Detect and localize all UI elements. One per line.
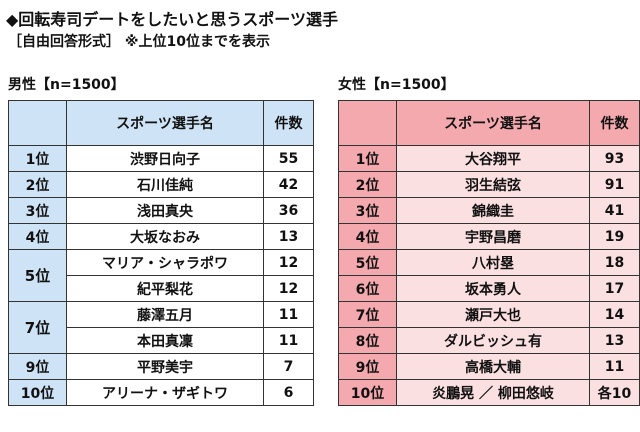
count-cell: 13: [263, 223, 314, 250]
rank-cell: 10位: [8, 379, 67, 406]
rank-cell: 4位: [338, 223, 397, 250]
count-cell: 各10: [589, 379, 640, 406]
rank-cell: 6位: [338, 275, 397, 302]
count-cell: 12: [263, 249, 314, 276]
player-name-cell: 瀬戸大也: [396, 301, 590, 328]
player-name-cell: 平野美宇: [66, 353, 264, 380]
table-header-row: スポーツ選手名 件数: [8, 100, 314, 146]
player-name-cell: 石川佳純: [66, 171, 264, 198]
table-row: 1位 渋野日向子 55: [8, 145, 314, 172]
rank-cell: 2位: [338, 171, 397, 198]
count-cell: 18: [589, 249, 640, 276]
table-row: 7位 瀬戸大也 14: [338, 301, 640, 328]
rank-cell: 3位: [338, 197, 397, 224]
player-name-cell: 藤澤五月: [66, 301, 264, 328]
player-name-cell: 高橋大輔: [396, 353, 590, 380]
rank-cell: 5位: [8, 249, 67, 302]
rank-cell: 5位: [338, 249, 397, 276]
player-name-cell: 本田真凜: [66, 327, 264, 354]
table-row: 7位 藤澤五月 11: [8, 301, 314, 354]
rank-cell: 2位: [8, 171, 67, 198]
table-row: 4位 大坂なおみ 13: [8, 223, 314, 250]
player-name-cell: 大谷翔平: [396, 145, 590, 172]
player-name-cell: ダルビッシュ有: [396, 327, 590, 354]
count-cell: 6: [263, 379, 314, 406]
table-row: 5位 八村塁 18: [338, 249, 640, 276]
player-name-cell: 紀平梨花: [66, 275, 264, 302]
table-row: 6位 坂本勇人 17: [338, 275, 640, 302]
count-cell: 13: [589, 327, 640, 354]
count-cell: 17: [589, 275, 640, 302]
page-title: ◆回転寿司デートをしたいと思うスポーツ選手: [6, 10, 338, 29]
female-ranking-table: スポーツ選手名 件数 1位 大谷翔平 93 2位 羽生結弦 91 3位 錦織圭 …: [338, 100, 640, 406]
rank-cell: 10位: [338, 379, 397, 406]
rank-column-header: [8, 100, 67, 146]
table-row: 9位 平野美宇 7: [8, 353, 314, 380]
player-column-header: スポーツ選手名: [396, 100, 590, 146]
count-cell: 11: [589, 353, 640, 380]
player-name-cell: 大坂なおみ: [66, 223, 264, 250]
player-name-cell: 八村塁: [396, 249, 590, 276]
rank-cell: 4位: [8, 223, 67, 250]
table-row: 紀平梨花 12: [9, 275, 314, 302]
rank-cell: 1位: [8, 145, 67, 172]
count-cell: 11: [263, 301, 314, 328]
male-ranking-table: スポーツ選手名 件数 1位 渋野日向子 55 2位 石川佳純 42 3位 浅田真…: [8, 100, 314, 406]
table-row: 3位 錦織圭 41: [338, 197, 640, 224]
count-cell: 12: [263, 275, 314, 302]
player-name-cell: 浅田真央: [66, 197, 264, 224]
count-cell: 55: [263, 145, 314, 172]
female-group-heading: 女性【n=1500】: [338, 77, 455, 93]
count-cell: 7: [263, 353, 314, 380]
table-row: 1位 大谷翔平 93: [338, 145, 640, 172]
player-name-cell: アリーナ・ザギトワ: [66, 379, 264, 406]
rank-cell: 9位: [8, 353, 67, 380]
player-column-header: スポーツ選手名: [66, 100, 264, 146]
player-name-cell: 炎鵬晃 ／ 柳田悠岐: [396, 379, 590, 406]
rank-column-header: [338, 100, 397, 146]
count-cell: 14: [589, 301, 640, 328]
page-subtitle: ［自由回答形式］ ※上位10位までを表示: [8, 34, 270, 50]
player-name-cell: 羽生結弦: [396, 171, 590, 198]
count-cell: 42: [263, 171, 314, 198]
table-row: 2位 羽生結弦 91: [338, 171, 640, 198]
rank-cell: 1位: [338, 145, 397, 172]
table-header-row: スポーツ選手名 件数: [338, 100, 640, 146]
table-row: 4位 宇野昌磨 19: [338, 223, 640, 250]
male-group-heading: 男性【n=1500】: [8, 77, 125, 93]
table-row: 3位 浅田真央 36: [8, 197, 314, 224]
count-cell: 93: [589, 145, 640, 172]
count-cell: 11: [263, 327, 314, 354]
player-name-cell: 渋野日向子: [66, 145, 264, 172]
table-row: 10位 アリーナ・ザギトワ 6: [8, 379, 314, 406]
table-row: 2位 石川佳純 42: [8, 171, 314, 198]
player-name-cell: マリア・シャラポワ: [66, 249, 264, 276]
count-column-header: 件数: [263, 100, 314, 146]
table-row: 8位 ダルビッシュ有 13: [338, 327, 640, 354]
rank-cell: 7位: [338, 301, 397, 328]
rank-cell: 8位: [338, 327, 397, 354]
count-cell: 19: [589, 223, 640, 250]
rank-cell: 9位: [338, 353, 397, 380]
count-cell: 36: [263, 197, 314, 224]
player-name-cell: 宇野昌磨: [396, 223, 590, 250]
player-name-cell: 錦織圭: [396, 197, 590, 224]
player-name-cell: 坂本勇人: [396, 275, 590, 302]
rank-cell: 7位: [8, 301, 67, 354]
table-row: 5位 マリア・シャラポワ 12: [8, 249, 314, 302]
count-cell: 91: [589, 171, 640, 198]
count-column-header: 件数: [589, 100, 640, 146]
count-cell: 41: [589, 197, 640, 224]
rank-cell: 3位: [8, 197, 67, 224]
table-row: 9位 高橋大輔 11: [338, 353, 640, 380]
table-row: 10位 炎鵬晃 ／ 柳田悠岐 各10: [338, 379, 640, 406]
